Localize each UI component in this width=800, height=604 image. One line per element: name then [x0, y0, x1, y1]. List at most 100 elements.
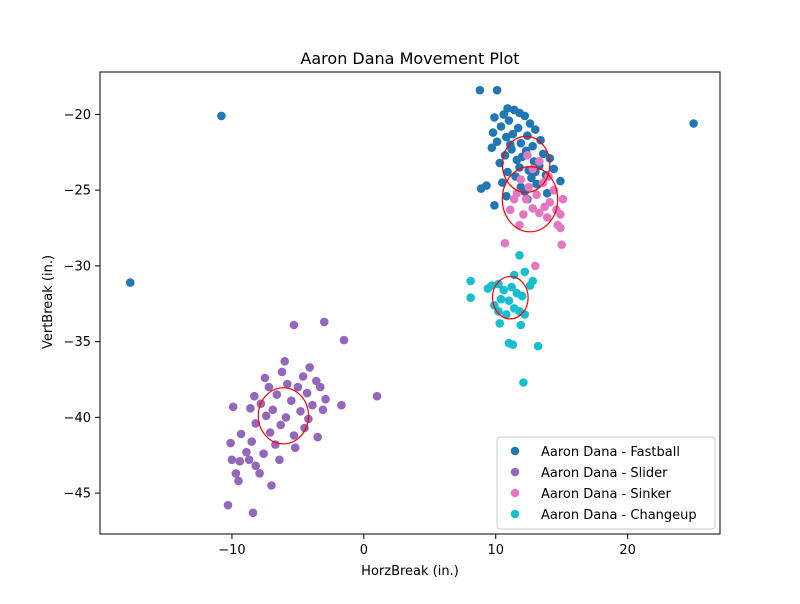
data-point — [321, 394, 330, 404]
data-point — [488, 128, 498, 137]
data-point — [235, 457, 245, 466]
data-point — [226, 438, 235, 448]
data-point — [227, 455, 237, 465]
data-point — [296, 407, 305, 416]
data-point — [535, 157, 544, 166]
data-point — [293, 382, 303, 392]
y-axis-ticks: −20 −25 −30 −35 −40 −45 — [64, 108, 100, 502]
data-point — [538, 149, 548, 159]
data-point — [689, 119, 698, 128]
data-point — [519, 210, 528, 219]
legend-marker — [510, 509, 520, 519]
data-point — [316, 382, 325, 392]
data-point — [320, 317, 329, 327]
data-point — [503, 167, 512, 177]
data-point — [466, 276, 476, 286]
data-point — [532, 179, 541, 189]
data-point — [492, 137, 502, 146]
data-point — [255, 469, 264, 478]
data-point — [499, 285, 509, 295]
data-point — [275, 455, 284, 465]
data-point — [495, 319, 505, 328]
data-point — [290, 443, 300, 453]
data-point — [496, 122, 506, 131]
data-point — [519, 378, 528, 387]
data-point — [305, 363, 315, 372]
data-point — [242, 447, 251, 457]
data-point — [250, 391, 259, 401]
data-point — [523, 151, 532, 160]
data-point — [502, 191, 511, 201]
data-point — [492, 85, 502, 95]
data-point — [246, 404, 255, 413]
x-axis-ticks: −10 0 10 20 — [218, 534, 636, 558]
data-point — [259, 449, 268, 459]
ellipse-aaron-dana-fastball — [501, 135, 551, 193]
data-point — [231, 469, 241, 478]
data-point — [126, 278, 135, 287]
data-point — [504, 296, 514, 306]
data-point — [261, 411, 271, 421]
data-point — [504, 116, 514, 125]
data-point — [490, 113, 499, 122]
chart-title: Aaron Dana Movement Plot — [300, 49, 519, 68]
data-point — [228, 402, 238, 412]
data-point — [308, 400, 317, 410]
ellipse-aaron-dana-slider — [257, 387, 310, 445]
data-point — [312, 376, 321, 386]
axes-frame — [99, 71, 721, 535]
data-point — [549, 164, 559, 174]
data-point — [281, 413, 291, 422]
data-point — [540, 202, 549, 212]
data-point — [528, 141, 537, 151]
legend-marker — [510, 467, 520, 477]
series-aaron-dana-sinker — [500, 151, 568, 271]
data-point — [523, 131, 532, 140]
data-point — [236, 429, 246, 439]
data-point — [499, 110, 509, 119]
data-point — [277, 367, 287, 377]
legend-label: Aaron Dana - Slider — [541, 466, 668, 481]
legend-box — [496, 436, 716, 530]
data-point — [558, 194, 568, 204]
data-point — [217, 111, 226, 121]
data-point — [490, 201, 499, 210]
data-point — [487, 143, 497, 152]
data-point — [516, 175, 526, 184]
data-point — [280, 357, 290, 366]
data-point — [557, 240, 566, 249]
data-point — [264, 382, 274, 392]
data-point — [516, 138, 526, 148]
data-point — [500, 238, 510, 248]
legend-label: Aaron Dana - Changeup — [541, 508, 697, 523]
data-point — [271, 440, 280, 449]
data-point — [528, 164, 537, 174]
data-point — [475, 85, 485, 95]
data-point — [313, 432, 323, 442]
data-point — [535, 208, 544, 218]
data-point — [483, 284, 493, 293]
legend-label: Aaron Dana - Fastball — [541, 445, 680, 460]
data-point — [268, 405, 278, 415]
data-point — [302, 388, 312, 398]
y-tick-label: −25 — [64, 184, 91, 199]
legend: Aaron Dana - Fastball Aaron Dana - Slider… — [496, 436, 716, 530]
data-point — [520, 111, 530, 121]
legend-marker — [510, 446, 520, 456]
data-point — [542, 213, 552, 222]
data-point — [496, 294, 506, 304]
data-point — [234, 476, 243, 486]
data-point — [531, 261, 540, 271]
data-point — [267, 481, 276, 490]
data-point — [515, 251, 524, 260]
data-point — [287, 396, 296, 406]
data-point — [556, 223, 565, 233]
data-point — [525, 119, 535, 128]
data-point — [531, 125, 540, 134]
data-point — [339, 335, 349, 345]
data-point — [506, 205, 515, 215]
data-point — [248, 508, 258, 518]
data-point — [476, 184, 486, 193]
data-point — [272, 390, 282, 399]
